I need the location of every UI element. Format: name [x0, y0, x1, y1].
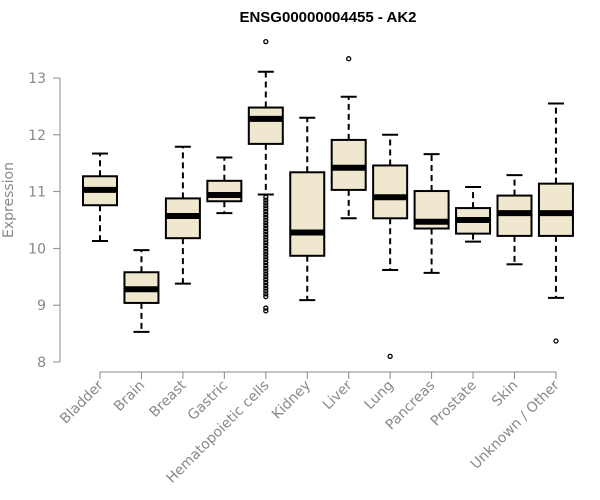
- outlier-point: [263, 254, 269, 260]
- outlier-point: [263, 279, 269, 286]
- box-group: [82, 152, 118, 243]
- chart-title: ENSG00000004455 - AK2: [239, 9, 416, 26]
- outlier-point: [263, 205, 269, 212]
- box-group: [537, 102, 574, 344]
- box-group: [289, 116, 326, 302]
- outlier-point: [263, 228, 269, 235]
- y-tick-label: 12: [28, 128, 46, 144]
- y-axis: 8 9 10 11 12 13: [28, 71, 61, 371]
- outlier-point: [263, 248, 269, 254]
- box-group: [330, 56, 367, 220]
- outlier-point: [263, 265, 269, 271]
- outlier-point: [263, 288, 269, 294]
- outlier-point: [263, 211, 269, 217]
- outlier-point: [263, 240, 269, 246]
- outlier-point: [263, 225, 269, 232]
- outlier-point: [263, 308, 269, 314]
- outlier-point: [263, 231, 269, 237]
- outlier-point: [263, 285, 269, 291]
- box-group: [372, 133, 409, 359]
- outlier-point: [263, 220, 269, 226]
- box-group: [413, 153, 450, 274]
- outlier-point: [263, 208, 269, 215]
- box-group: [123, 249, 160, 333]
- outlier-point: [263, 38, 269, 45]
- x-tick-label: Liver: [320, 377, 356, 413]
- outlier-point: [263, 259, 269, 266]
- outlier-point: [263, 203, 269, 209]
- x-tick-label: Skin: [489, 378, 521, 410]
- box-iqr: [247, 106, 284, 145]
- outlier-point: [263, 276, 269, 283]
- outlier-point: [263, 200, 269, 206]
- outlier-point: [263, 257, 269, 263]
- y-tick-label: 10: [28, 241, 46, 257]
- x-tick-label: Kidney: [269, 378, 314, 423]
- box-iqr: [206, 179, 243, 203]
- outlier-point: [553, 338, 559, 344]
- y-axis-label: Expression: [1, 162, 17, 238]
- outlier-point: [263, 194, 269, 200]
- outlier-point: [263, 294, 269, 300]
- y-tick-label: 11: [28, 185, 46, 201]
- outlier-point: [263, 274, 269, 280]
- y-tick-label: 9: [37, 298, 46, 314]
- outlier-point: [263, 282, 269, 288]
- outlier-point: [387, 353, 393, 359]
- outlier-point: [263, 234, 269, 240]
- x-tick-label: Lung: [361, 378, 396, 413]
- outlier-point: [346, 56, 352, 62]
- outlier-point: [263, 291, 269, 297]
- x-tick-label: Brain: [111, 378, 148, 415]
- outlier-point: [263, 214, 269, 220]
- outlier-point: [263, 245, 269, 252]
- boxes: [82, 38, 574, 359]
- x-tick-label: Bladder: [57, 377, 107, 427]
- box-group: [455, 186, 492, 243]
- box-iqr: [372, 164, 409, 220]
- box-group: [206, 156, 243, 215]
- outlier-point: [263, 242, 269, 249]
- x-tick-label: Prostate: [428, 378, 480, 430]
- box-group: [164, 145, 201, 285]
- outlier-point: [263, 197, 269, 203]
- y-tick-label: 8: [37, 355, 46, 371]
- outlier-point: [263, 223, 269, 229]
- outlier-point: [263, 305, 269, 311]
- x-tick-label: Breast: [147, 377, 191, 421]
- box-group: [496, 174, 533, 266]
- outlier-point: [263, 271, 269, 277]
- outlier-point: [263, 251, 269, 257]
- outlier-point: [263, 268, 269, 274]
- outlier-point: [263, 237, 269, 243]
- outlier-point: [263, 262, 269, 269]
- outlier-point: [263, 217, 269, 223]
- box-iqr: [289, 171, 326, 257]
- box-iqr: [537, 182, 574, 237]
- box-group: [247, 38, 284, 314]
- y-tick-label: 13: [28, 71, 46, 87]
